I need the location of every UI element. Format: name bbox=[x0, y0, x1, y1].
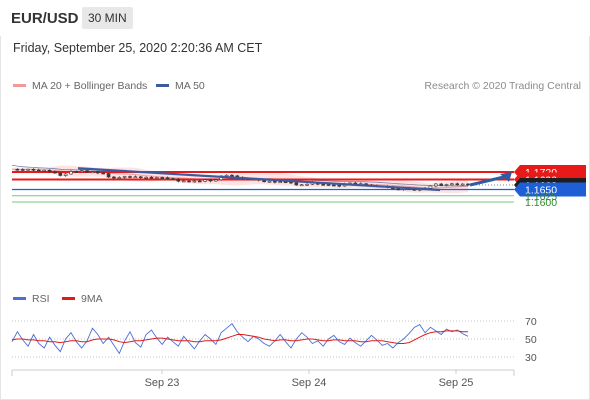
candle-body bbox=[267, 180, 272, 183]
legend-rsi: RSI bbox=[13, 293, 50, 305]
candle-body bbox=[305, 183, 309, 186]
candle-body bbox=[133, 176, 138, 179]
rsi-tick-30: 30 bbox=[525, 352, 537, 364]
candle-body bbox=[203, 179, 207, 182]
level-label-1-1625: 1.1625 bbox=[525, 191, 557, 203]
candle-body bbox=[149, 176, 154, 179]
x-tick-label: Sep 23 bbox=[145, 377, 180, 389]
candle-body bbox=[171, 178, 175, 180]
candle-body bbox=[299, 184, 304, 187]
candle-body bbox=[79, 170, 84, 173]
candle-body bbox=[450, 183, 454, 186]
rsi-line bbox=[11, 323, 469, 355]
candle-body bbox=[42, 169, 46, 172]
legend-ma20-label: MA 20 + Bollinger Bands bbox=[32, 80, 148, 92]
candle-body bbox=[455, 183, 460, 186]
candle-body bbox=[53, 171, 57, 174]
candle-body bbox=[112, 176, 116, 179]
candle-body bbox=[444, 184, 449, 186]
candle-body bbox=[138, 176, 143, 179]
legend-9ma-label: 9MA bbox=[81, 293, 103, 305]
candle-body bbox=[208, 179, 213, 182]
candle-body bbox=[122, 176, 127, 178]
candle-body bbox=[20, 169, 25, 171]
candle-body bbox=[117, 177, 122, 179]
candle-body bbox=[106, 173, 111, 178]
candle-body bbox=[187, 180, 191, 183]
projection-arrow-shaft bbox=[469, 174, 509, 187]
candle-body bbox=[294, 182, 299, 186]
candle-body bbox=[439, 183, 443, 186]
legend-ma50-label: MA 50 bbox=[175, 80, 205, 92]
candle-body bbox=[466, 183, 470, 186]
x-tick-label: Sep 24 bbox=[292, 377, 327, 389]
candle-body bbox=[326, 184, 331, 186]
legend-rsi-swatch bbox=[13, 296, 26, 300]
candle-body bbox=[273, 180, 277, 183]
level-label-1-1600: 1.1600 bbox=[525, 197, 557, 209]
rsi-ma-line bbox=[11, 330, 468, 344]
candle-body bbox=[31, 168, 36, 171]
level-label-1-1650: 1.1650 bbox=[525, 185, 557, 197]
candle-body bbox=[197, 180, 202, 183]
candle-body bbox=[165, 177, 170, 180]
candle-body bbox=[337, 184, 342, 187]
candle-body bbox=[278, 181, 283, 184]
credit-label: Research © 2020 Trading Central bbox=[424, 80, 581, 92]
candle-body bbox=[321, 183, 325, 186]
pair-title: EUR/USD bbox=[11, 10, 79, 27]
candle-body bbox=[128, 176, 132, 178]
candle-body bbox=[428, 185, 433, 189]
candle-body bbox=[176, 178, 181, 182]
candle-body bbox=[181, 180, 186, 183]
candle-body bbox=[155, 177, 159, 179]
candle-body bbox=[69, 171, 73, 175]
legend-ma20: MA 20 + Bollinger Bands bbox=[13, 80, 147, 92]
candle-body bbox=[47, 169, 52, 173]
candle-body bbox=[160, 177, 165, 179]
candle-body bbox=[85, 170, 89, 173]
legend-9ma-swatch bbox=[62, 296, 75, 300]
projection-arrow-head bbox=[500, 172, 512, 182]
rsi-tick-50: 50 bbox=[525, 334, 537, 346]
candle-body bbox=[214, 179, 218, 182]
candle-body bbox=[460, 183, 465, 186]
candle-body bbox=[396, 188, 401, 191]
candle-body bbox=[37, 169, 41, 172]
candle-body bbox=[90, 171, 95, 174]
candle-body bbox=[101, 172, 105, 175]
legend-ma50: MA 50 bbox=[156, 80, 205, 92]
legend-rsi-label: RSI bbox=[32, 293, 50, 305]
candle-body bbox=[26, 168, 30, 171]
candle-body bbox=[58, 172, 63, 176]
candle-body bbox=[283, 181, 288, 184]
level-tag-1-1650: 1.1650 bbox=[514, 182, 586, 197]
candle-body bbox=[332, 184, 336, 187]
level-tag-bg bbox=[514, 182, 586, 197]
candle-body bbox=[15, 168, 20, 171]
candle-body bbox=[192, 180, 197, 183]
legend-ma50-swatch bbox=[156, 83, 169, 87]
x-tick-label: Sep 25 bbox=[439, 377, 474, 389]
trendline bbox=[77, 167, 441, 192]
datetime-label: Friday, September 25, 2020 2:20:36 AM CE… bbox=[13, 41, 263, 55]
candle-body bbox=[230, 174, 234, 177]
rsi-tick-70: 70 bbox=[525, 316, 537, 328]
legend-ma20-swatch bbox=[13, 83, 26, 87]
legend-9ma: 9MA bbox=[62, 293, 103, 305]
candle-body bbox=[144, 176, 148, 179]
candle-body bbox=[74, 171, 79, 173]
candle-body bbox=[63, 173, 68, 176]
header-bar: EUR/USD 30 MIN bbox=[0, 0, 590, 36]
candle-body bbox=[434, 183, 438, 187]
timeframe-badge[interactable]: 30 MIN bbox=[82, 7, 133, 29]
candle-body bbox=[96, 171, 100, 174]
